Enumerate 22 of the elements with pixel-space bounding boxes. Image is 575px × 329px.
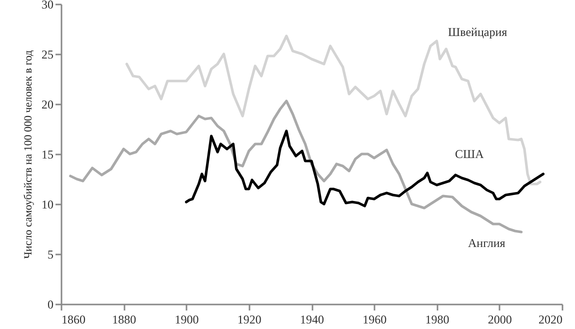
x-tick-label: 1920 bbox=[237, 312, 262, 326]
x-tick-label: 2020 bbox=[538, 312, 562, 326]
y-tick-label: 30 bbox=[42, 0, 54, 12]
x-tick-label: 1900 bbox=[174, 312, 199, 326]
x-tick-label: 1880 bbox=[112, 312, 136, 326]
y-tick-label: 15 bbox=[42, 148, 54, 162]
x-tick-label: 1860 bbox=[62, 312, 86, 326]
x-tick-label: 1940 bbox=[300, 312, 324, 326]
x-tick-label: 2000 bbox=[488, 312, 512, 326]
y-tick-label: 0 bbox=[48, 298, 54, 312]
series-label: Швейцария bbox=[448, 25, 508, 39]
series-label: США bbox=[455, 147, 484, 161]
y-tick-label: 25 bbox=[42, 48, 54, 62]
line-series bbox=[69, 100, 523, 234]
y-axis-title: Число самоубийств на 100 000 человек в год bbox=[22, 50, 34, 259]
y-tick-label: 5 bbox=[48, 248, 54, 262]
line-series bbox=[184, 130, 545, 208]
series-label: Англия bbox=[468, 236, 506, 250]
y-tick-label: 10 bbox=[42, 198, 54, 212]
y-tick-label: 20 bbox=[42, 98, 54, 112]
x-tick-label: 1960 bbox=[362, 312, 387, 326]
x-tick-label: 1980 bbox=[425, 312, 450, 326]
